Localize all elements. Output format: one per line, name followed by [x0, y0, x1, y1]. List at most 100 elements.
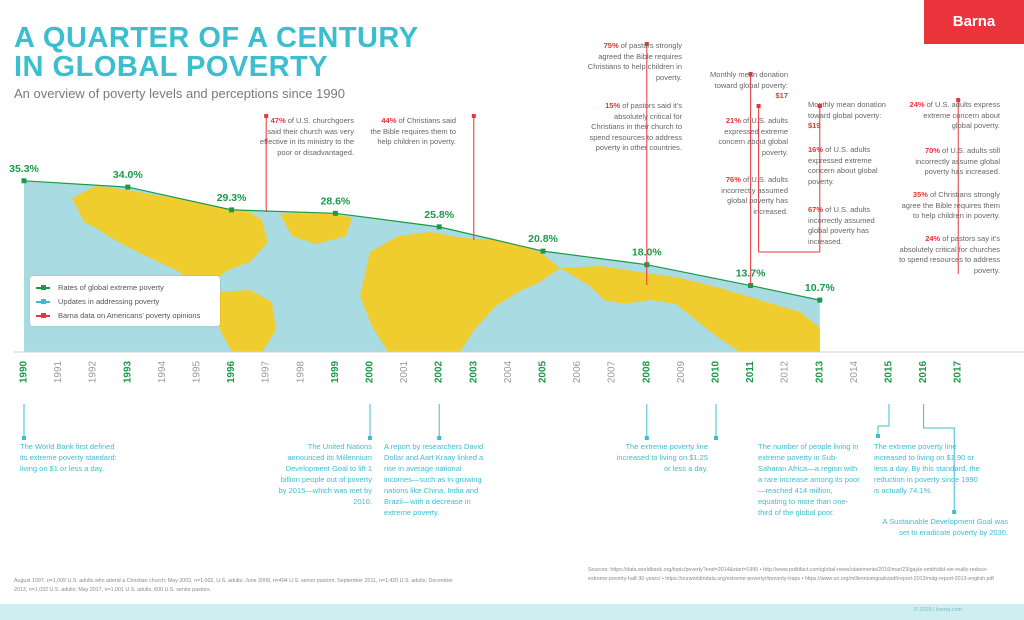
note-text: of pastors say it's absolutely critical … — [899, 234, 1000, 275]
note-highlight: $19 — [808, 121, 821, 130]
barna-marker-2013-inner — [756, 104, 761, 108]
title-line-2: IN GLOBAL POVERTY — [14, 51, 329, 83]
page-subtitle: An overview of poverty levels and percep… — [14, 86, 345, 101]
legend-swatch-red — [36, 313, 50, 319]
barna-marker-1997 — [264, 114, 269, 118]
year-label-2006: 2006 — [572, 360, 583, 383]
barna-note-2013-c: 67% of U.S. adults incorrectly assumed g… — [808, 205, 880, 247]
year-label-2007: 2007 — [607, 360, 618, 383]
update-2017: A Sustainable Development Goal was set t… — [882, 517, 1009, 537]
note-highlight: 21% — [725, 116, 741, 125]
update-marker-1990 — [22, 436, 26, 440]
note-text: Monthly mean donation toward global pove… — [710, 70, 788, 90]
greenland-land — [280, 210, 352, 244]
year-label-1998: 1998 — [295, 360, 306, 383]
data-point-2002 — [436, 224, 442, 230]
year-label-2005: 2005 — [538, 360, 549, 383]
barna-marker-2011 — [748, 72, 753, 76]
data-label-2002: 25.8% — [424, 209, 454, 221]
note-text: of pastors said it's absolutely critical… — [589, 101, 682, 152]
legend-item-updates: Updates in addressing poverty — [36, 297, 159, 307]
year-label-2008: 2008 — [641, 360, 652, 383]
year-label-2000: 2000 — [365, 360, 376, 383]
update-marker-2017 — [952, 510, 957, 514]
year-label-2001: 2001 — [399, 360, 410, 383]
note-text: of U.S. adults expressed extreme concern… — [718, 116, 788, 157]
chart-legend: Rates of global extreme poverty Updates … — [30, 276, 220, 326]
note-text: of U.S. adults incorrectly assumed globa… — [808, 205, 875, 246]
barna-note-2011-c: 76% of U.S. adults incorrectly assumed g… — [716, 175, 788, 217]
update-marker-2015 — [876, 434, 880, 438]
data-point-1990 — [21, 178, 27, 184]
year-label-2016: 2016 — [918, 360, 929, 383]
year-label-1997: 1997 — [261, 360, 272, 383]
legend-label: Barna data on Americans' poverty opinion… — [58, 311, 201, 320]
barna-logo: Barna — [924, 0, 1024, 44]
barna-note-2017-c: 35% of Christians strongly agree the Bib… — [896, 190, 1000, 222]
barna-note-2011-b: 21% of U.S. adults expressed extreme con… — [716, 116, 788, 158]
legend-swatch-green — [36, 285, 50, 291]
barna-note-2003: 44% of Christians said the Bible require… — [370, 116, 456, 148]
note-text: of U.S. churchgoers said their church wa… — [259, 116, 354, 157]
barna-marker-2008 — [644, 42, 649, 46]
sources-note: Sources: https://data.worldbank.org/topi… — [588, 567, 994, 582]
barna-note-1997: 47% of U.S. churchgoers said their churc… — [258, 116, 354, 158]
note-highlight: 75% — [603, 41, 619, 50]
note-text: of U.S. adults expressed extreme concern… — [808, 145, 878, 186]
update-1990: The World Bank first defined its extreme… — [20, 442, 117, 473]
note-text: of U.S. adults still incorrectly assume … — [915, 146, 1000, 176]
data-label-2005: 20.8% — [528, 233, 558, 245]
note-text: of U.S. adults express extreme concern a… — [923, 100, 1000, 130]
year-label-2012: 2012 — [780, 360, 791, 383]
legend-swatch-teal — [36, 299, 50, 305]
note-highlight: 24% — [909, 100, 925, 109]
barna-note-2011-a: Monthly mean donation toward global pove… — [704, 70, 788, 102]
note-highlight: 47% — [270, 116, 286, 125]
year-label-2003: 2003 — [468, 360, 479, 383]
update-2002: A report by researchers David Dollar and… — [384, 442, 484, 517]
year-label-1995: 1995 — [192, 360, 203, 383]
update-2000: The United Nations announced its Millenn… — [278, 442, 372, 506]
note-text: of U.S. adults incorrectly assumed globa… — [721, 175, 788, 216]
year-label-2004: 2004 — [503, 360, 514, 383]
note-text: of Christians said the Bible requires th… — [370, 116, 456, 146]
note-highlight: 15% — [605, 101, 621, 110]
data-label-1990: 35.3% — [9, 163, 39, 175]
barna-note-2017-a: 24% of U.S. adults express extreme conce… — [904, 100, 1000, 132]
data-point-1996 — [229, 207, 235, 213]
methodology-note: August 1997, n=1,009 U.S. adults who att… — [14, 578, 453, 593]
data-label-1999: 28.6% — [321, 195, 351, 207]
barna-marker-2003 — [471, 114, 476, 118]
barna-note-2017-b: 70% of U.S. adults still incorrectly ass… — [904, 146, 1000, 178]
year-label-2010: 2010 — [711, 360, 722, 383]
data-point-2011 — [748, 283, 754, 289]
update-marker-2010 — [714, 436, 718, 440]
update-stem-2017 — [923, 404, 955, 512]
data-label-1993: 34.0% — [113, 169, 143, 181]
data-point-1999 — [332, 210, 338, 216]
data-label-1996: 29.3% — [217, 192, 247, 204]
page-title: A QUARTER OF A CENTURY IN GLOBAL POVERTY — [14, 24, 419, 82]
note-highlight: 70% — [924, 146, 940, 155]
update-2008: The extreme poverty line increased to li… — [616, 442, 708, 473]
title-line-1: A QUARTER OF A CENTURY — [14, 22, 419, 54]
note-text: Monthly mean donation toward global pove… — [808, 100, 886, 120]
data-point-2005 — [540, 248, 546, 254]
note-highlight: 35% — [912, 190, 928, 199]
note-text: of Christians strongly agree the Bible r… — [901, 190, 1000, 220]
year-label-2013: 2013 — [814, 360, 825, 383]
year-label-1991: 1991 — [53, 360, 64, 383]
data-point-2013 — [817, 297, 823, 303]
legend-label: Rates of global extreme poverty — [58, 283, 164, 292]
update-stem-2015 — [877, 404, 890, 436]
australia-land — [752, 322, 820, 352]
update-marker-2008 — [644, 436, 649, 440]
year-label-2017: 2017 — [953, 360, 964, 383]
barna-note-2017-d: 24% of pastors say it's absolutely criti… — [896, 234, 1000, 276]
world-map — [72, 186, 820, 352]
note-highlight: 44% — [381, 116, 397, 125]
year-label-1999: 1999 — [330, 360, 341, 383]
year-label-2009: 2009 — [676, 360, 687, 383]
year-label-2002: 2002 — [434, 360, 445, 383]
